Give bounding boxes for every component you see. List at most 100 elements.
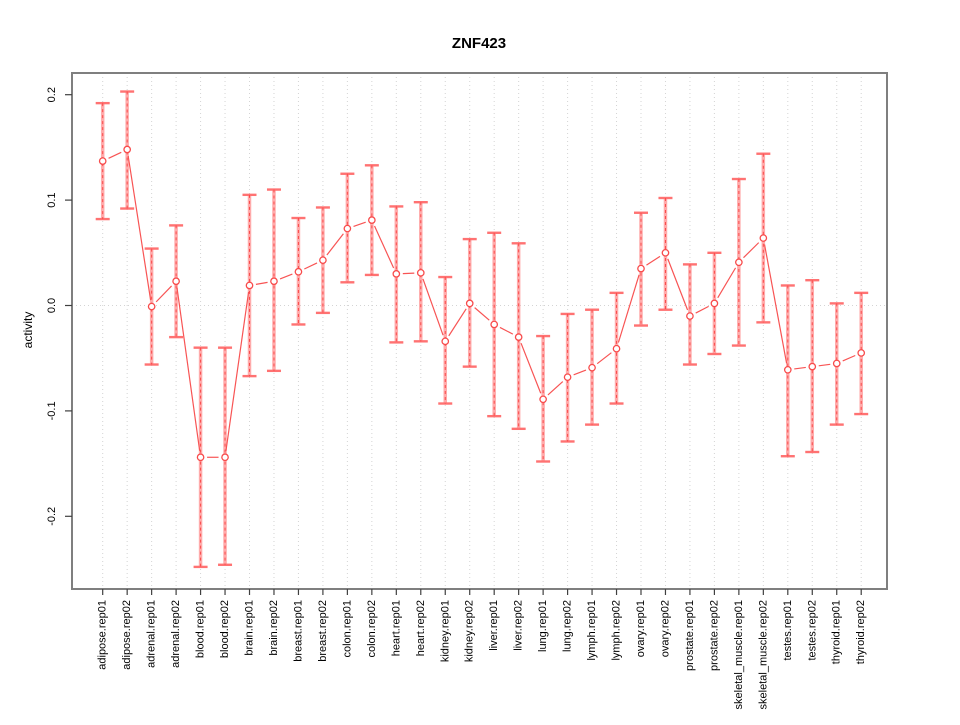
- x-tick-label: adrenal.rep02: [170, 600, 182, 668]
- data-points-layer: [100, 146, 865, 460]
- series-segment: [819, 364, 831, 365]
- data-point-marker: [785, 367, 791, 373]
- data-point-marker: [100, 158, 106, 164]
- x-tick-label: prostate.rep01: [684, 600, 696, 671]
- series-segment: [521, 343, 541, 393]
- series-segment: [109, 152, 122, 158]
- data-point-marker: [246, 282, 252, 288]
- y-tick-label: 0.1: [46, 192, 58, 207]
- x-tick-label: adrenal.rep01: [146, 600, 158, 668]
- series-segment: [156, 286, 171, 302]
- x-tick-label: kidney.rep01: [439, 600, 451, 662]
- x-tick-label: colon.rep02: [366, 600, 378, 658]
- y-axis-ticks: [65, 95, 72, 517]
- y-tick-label: -0.1: [46, 401, 58, 420]
- data-point-marker: [858, 350, 864, 356]
- x-tick-label: lung.rep02: [562, 600, 574, 652]
- data-point-marker: [467, 300, 473, 306]
- data-point-marker: [834, 360, 840, 366]
- x-tick-label: ovary.rep01: [635, 600, 647, 657]
- y-tick-label: 0.2: [46, 87, 58, 102]
- x-tick-label: breast.rep01: [292, 600, 304, 662]
- data-point-marker: [222, 454, 228, 460]
- x-tick-label: thyroid.rep02: [855, 600, 867, 664]
- data-point-marker: [760, 235, 766, 241]
- series-segment: [128, 156, 150, 300]
- x-tick-label: blood.rep01: [195, 600, 207, 658]
- data-point-marker: [613, 346, 619, 352]
- x-axis-tick-labels: adipose.rep01 adipose.rep02 adrenal.rep01 a…: [97, 600, 868, 709]
- x-tick-label: breast.rep02: [317, 600, 329, 662]
- x-tick-label: testes.rep01: [782, 600, 794, 661]
- data-point-marker: [564, 374, 570, 380]
- y-axis-tick-labels: 0.2 0.1 0.0 -0.1 -0.2: [46, 87, 58, 526]
- series-segment: [177, 288, 200, 451]
- x-tick-label: testes.rep02: [806, 600, 818, 661]
- data-point-marker: [638, 265, 644, 271]
- y-tick-label: 0.0: [46, 298, 58, 313]
- data-point-marker: [687, 313, 693, 319]
- y-tick-label: -0.2: [46, 507, 58, 526]
- x-tick-label: adipose.rep01: [97, 600, 109, 670]
- data-point-marker: [418, 270, 424, 276]
- series-segment: [668, 259, 688, 310]
- series-segment: [696, 306, 709, 313]
- y-axis-label: activity: [21, 312, 35, 349]
- data-point-marker: [589, 364, 595, 370]
- x-tick-label: blood.rep02: [219, 600, 231, 658]
- data-point-marker: [124, 146, 130, 152]
- x-tick-label: brain.rep02: [268, 600, 280, 656]
- series-segment: [597, 353, 611, 364]
- series-segment: [548, 382, 563, 395]
- x-tick-label: colon.rep01: [341, 600, 353, 658]
- series-segment: [765, 244, 787, 363]
- x-tick-label: liver.rep02: [513, 600, 525, 651]
- data-point-marker: [173, 278, 179, 284]
- x-tick-label: heart.rep01: [390, 600, 402, 656]
- data-point-marker: [736, 259, 742, 265]
- x-tick-label: prostate.rep02: [708, 600, 720, 671]
- data-point-marker: [662, 250, 668, 256]
- series-segment: [618, 275, 639, 343]
- series-segment: [423, 279, 443, 335]
- series-segment: [646, 256, 660, 265]
- x-tick-label: heart.rep02: [415, 600, 427, 656]
- series-segment: [354, 222, 366, 226]
- x-tick-label: liver.rep01: [488, 600, 500, 651]
- series-segment: [449, 309, 466, 336]
- series-segment: [718, 268, 736, 298]
- data-point-marker: [491, 321, 497, 327]
- data-point-marker: [369, 217, 375, 223]
- x-tick-label: lymph.rep01: [586, 600, 598, 661]
- x-tick-label: kidney.rep02: [464, 600, 476, 662]
- data-point-marker: [271, 278, 277, 284]
- series-segment: [375, 226, 394, 268]
- chart-title: ZNF423: [452, 35, 506, 52]
- x-tick-label: thyroid.rep01: [831, 600, 843, 664]
- series-segment: [327, 234, 344, 255]
- data-point-marker: [320, 257, 326, 263]
- series-segment: [304, 263, 317, 269]
- data-point-marker: [197, 454, 203, 460]
- series-segment: [500, 327, 513, 334]
- series-segment: [843, 356, 856, 361]
- series-segment: [226, 292, 249, 451]
- data-point-marker: [809, 363, 815, 369]
- series-segment: [280, 274, 292, 279]
- data-point-marker: [540, 396, 546, 402]
- series-segment: [794, 367, 806, 368]
- series-line-layer: [109, 152, 856, 457]
- data-point-marker: [148, 303, 154, 309]
- error-bars-layer: [96, 92, 869, 567]
- series-segment: [256, 282, 268, 284]
- x-tick-label: ovary.rep02: [659, 600, 671, 657]
- data-point-marker: [515, 334, 521, 340]
- x-tick-label: lymph.rep02: [611, 600, 623, 661]
- x-tick-label: adipose.rep02: [121, 600, 133, 670]
- x-tick-label: skeletal_muscle.rep01: [733, 600, 745, 709]
- gridlines-layer: [72, 73, 887, 589]
- x-tick-label: brain.rep01: [244, 600, 256, 656]
- x-tick-label: lung.rep01: [537, 600, 549, 652]
